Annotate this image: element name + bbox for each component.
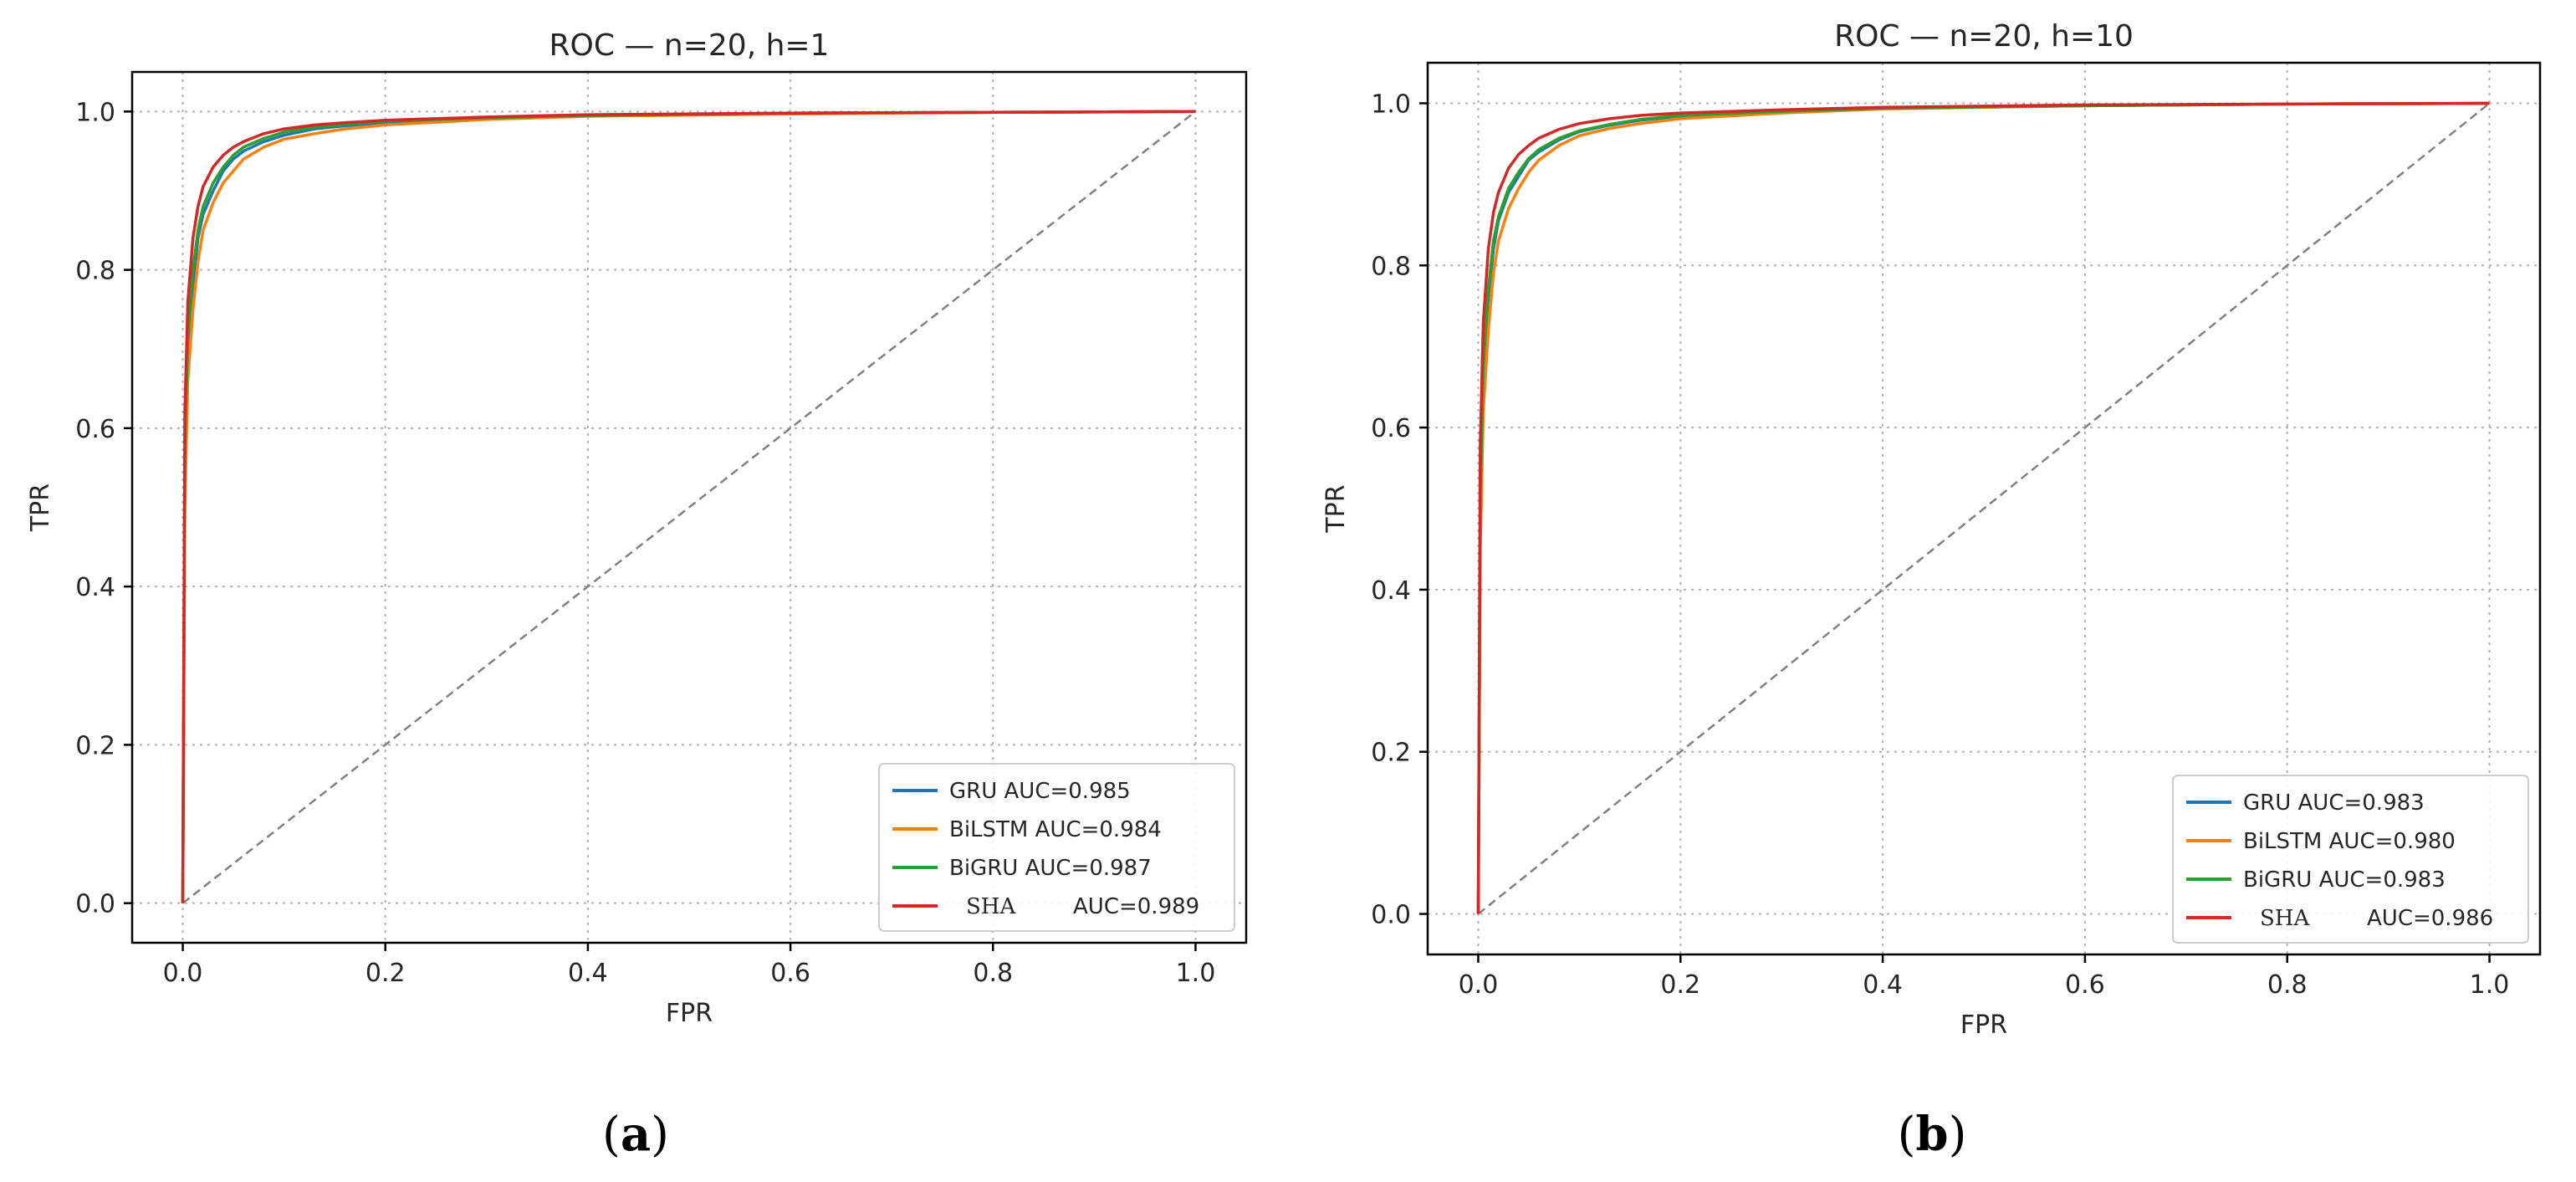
y-tick-label: 0.2 [75, 731, 115, 760]
legend-label: GRU AUC=0.983 [2243, 791, 2425, 816]
x-tick-label: 0.6 [2065, 970, 2105, 1000]
legend-label: BiLSTM AUC=0.980 [2243, 829, 2456, 854]
legend-label: BiGRU AUC=0.987 [949, 856, 1152, 881]
caption-open-paren: ( [1898, 1108, 1916, 1162]
x-tick-label: 1.0 [2470, 970, 2510, 1000]
legend-label: SHA [966, 894, 1016, 919]
roc-curve-sha [1476, 101, 2490, 914]
x-tick-label: 1.0 [1176, 959, 1216, 988]
caption-letter: a [621, 1107, 651, 1162]
panel-caption: (a) [602, 1107, 669, 1162]
legend: GRU AUC=0.983 BiLSTM AUC=0.980 BiGRU AUC=0… [2172, 775, 2529, 944]
legend-box [2172, 775, 2529, 944]
roc-panel-a: 0.0 0.2 0.4 0.6 0.8 1.0 0.0 0.2 0.4 0.6 0.8 1.0 ROC … [26, 28, 1248, 1162]
legend-label: BiGRU AUC=0.983 [2243, 867, 2446, 893]
x-tick-label: 0.2 [1660, 970, 1700, 1000]
x-tick-label: 0.0 [163, 959, 203, 988]
x-tick-label: 0.8 [973, 959, 1013, 988]
chance-diagonal-line [181, 110, 1197, 904]
y-tick-label: 0.0 [75, 890, 115, 919]
caption-letter: b [1915, 1107, 1948, 1162]
legend-label: BiLSTM AUC=0.984 [949, 817, 1162, 842]
chance-diagonal-line [1477, 102, 2491, 915]
roc-panel-b: 0.0 0.2 0.4 0.6 0.8 1.0 0.0 0.2 0.4 0.6 0.8 1.0 ROC … [1321, 19, 2542, 1162]
y-tick-label: 0.4 [75, 573, 115, 602]
x-axis-label: FPR [1960, 1011, 2007, 1040]
chart-title: ROC — n=20, h=1 [549, 28, 830, 63]
y-axis-label: TPR [1321, 484, 1351, 533]
y-tick-label: 0.2 [1371, 739, 1411, 768]
panel-caption: (b) [1898, 1107, 1967, 1162]
legend: GRU AUC=0.985 BiLSTM AUC=0.984 BiGRU AUC=0… [878, 763, 1235, 932]
caption-close-paren: ) [1949, 1108, 1967, 1162]
x-tick-label: 0.4 [568, 959, 608, 988]
y-axis-label: TPR [26, 484, 55, 532]
x-tick-label: 0.0 [1459, 970, 1499, 1000]
x-tick-label: 0.4 [1863, 970, 1903, 1000]
x-tick-label: 0.8 [2267, 970, 2308, 1000]
y-tick-label: 0.6 [75, 415, 115, 444]
y-tick-label: 0.0 [1371, 901, 1411, 930]
x-tick-label: 0.6 [770, 959, 810, 988]
legend-label-auc: AUC=0.989 [1073, 894, 1199, 919]
caption-close-paren: ) [651, 1108, 669, 1162]
caption-open-paren: ( [602, 1108, 621, 1162]
y-tick-label: 1.0 [1371, 90, 1411, 119]
y-tick-label: 0.6 [1371, 414, 1411, 443]
x-tick-label: 0.2 [365, 959, 406, 988]
plot-frame [1426, 61, 2542, 956]
plot-frame [130, 70, 1248, 944]
y-tick-label: 1.0 [75, 98, 115, 127]
chart-title: ROC — n=20, h=10 [1834, 19, 2134, 54]
legend-label: SHA [2260, 906, 2310, 931]
y-tick-label: 0.4 [1371, 576, 1411, 606]
x-axis-label: FPR [666, 999, 713, 1028]
y-tick-label: 0.8 [75, 257, 115, 286]
y-tick-label: 0.8 [1371, 252, 1411, 281]
legend-label: GRU AUC=0.985 [949, 779, 1131, 804]
legend-label-auc: AUC=0.986 [2367, 906, 2493, 931]
legend-box [878, 763, 1235, 932]
roc-curve-sha [181, 110, 1196, 903]
